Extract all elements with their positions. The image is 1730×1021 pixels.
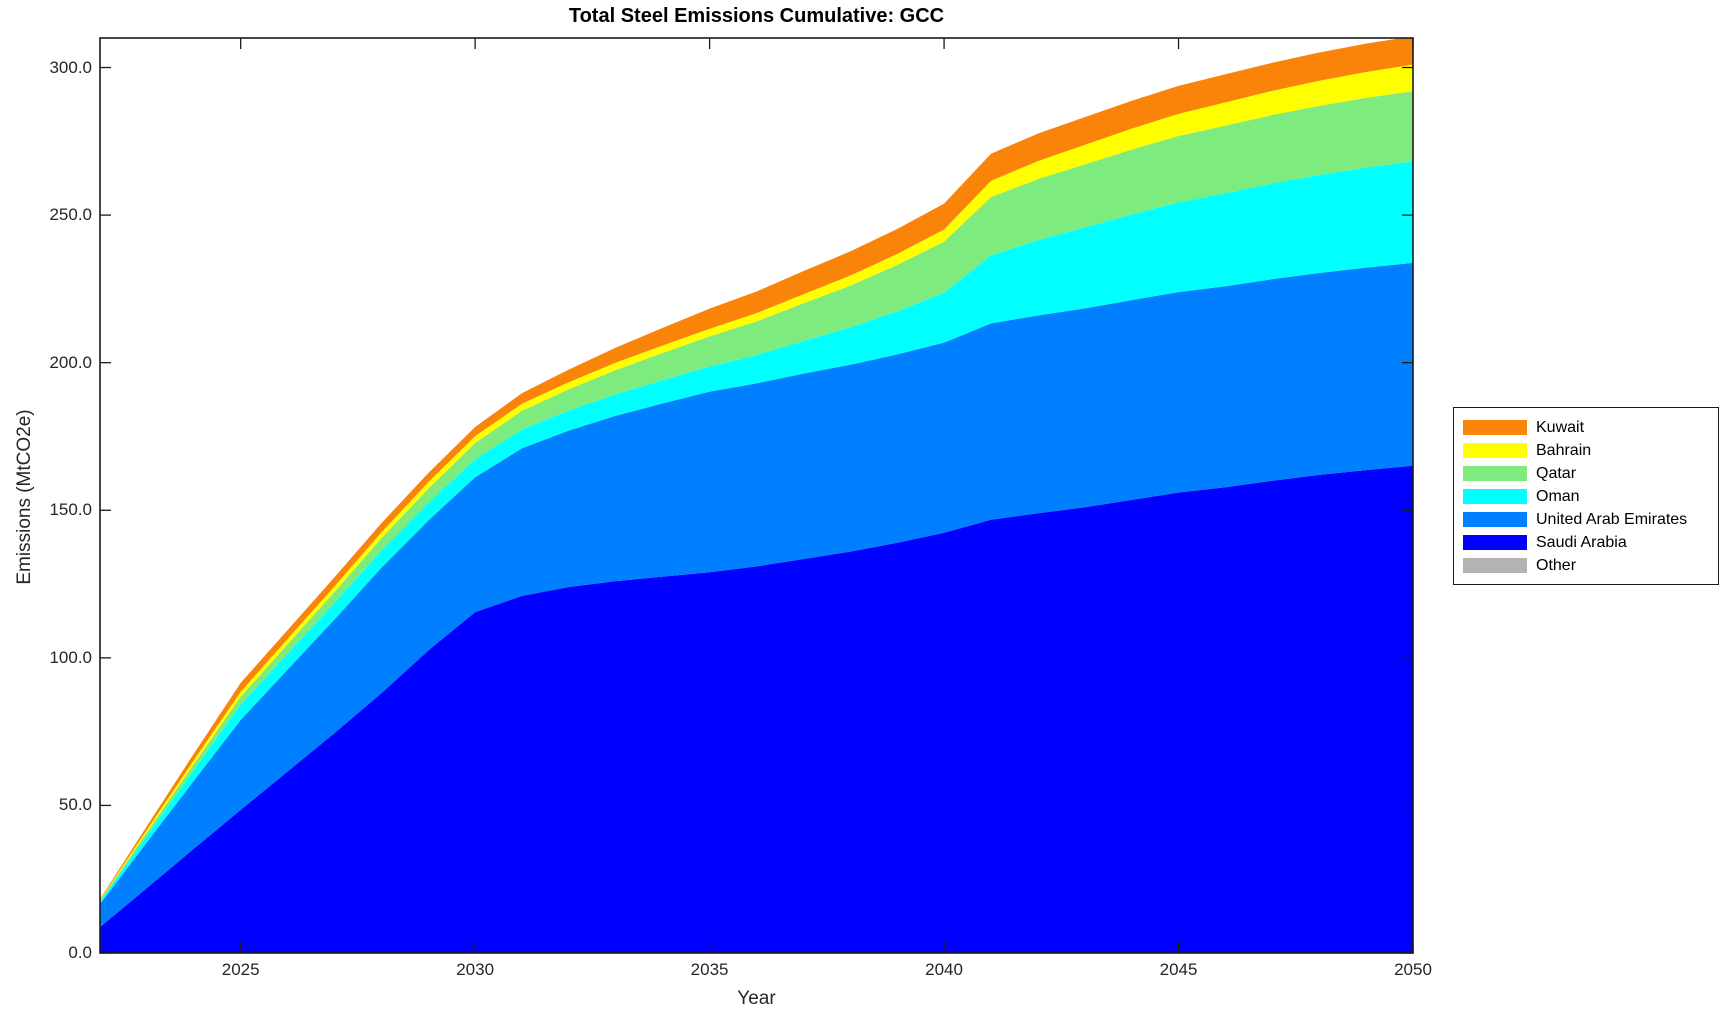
legend-label: United Arab Emirates bbox=[1536, 510, 1688, 528]
legend-label: Kuwait bbox=[1536, 418, 1585, 436]
legend-swatch bbox=[1463, 558, 1527, 573]
y-tick-label: 200.0 bbox=[49, 352, 92, 372]
legend: Kuwait Bahrain Qatar Oman United Arab Emirat… bbox=[1453, 407, 1719, 585]
legend-swatch bbox=[1463, 420, 1527, 435]
y-tick-label: 50.0 bbox=[58, 795, 92, 815]
legend-label: Oman bbox=[1536, 487, 1580, 505]
x-tick-label: 2035 bbox=[690, 960, 729, 979]
legend-swatch bbox=[1463, 512, 1527, 527]
area-series-saudi-arabia bbox=[100, 465, 1413, 953]
legend-swatch bbox=[1463, 535, 1527, 550]
legend-swatch bbox=[1463, 489, 1527, 504]
chart-title: Total Steel Emissions Cumulative: GCC bbox=[568, 5, 945, 27]
y-tick-label: 300.0 bbox=[49, 57, 92, 77]
x-tick-label: 2050 bbox=[1394, 960, 1432, 979]
legend-item-other: Other bbox=[1463, 554, 1709, 577]
legend-item-saudi-arabia: Saudi Arabia bbox=[1463, 531, 1709, 554]
legend-swatch bbox=[1463, 443, 1527, 458]
area-series-oman bbox=[100, 161, 1413, 904]
legend-swatch bbox=[1463, 466, 1527, 481]
x-axis-label: Year bbox=[737, 988, 776, 1009]
x-tick-label: 2025 bbox=[221, 960, 260, 979]
y-tick-label: 150.0 bbox=[49, 500, 92, 520]
legend-item-qatar: Qatar bbox=[1463, 462, 1709, 485]
legend-label: Saudi Arabia bbox=[1536, 533, 1627, 551]
y-tick-label: 100.0 bbox=[49, 647, 92, 667]
legend-item-oman: Oman bbox=[1463, 485, 1709, 508]
y-tick-label: 250.0 bbox=[49, 205, 92, 225]
legend-label: Other bbox=[1536, 556, 1577, 574]
plot-area-border bbox=[99, 37, 1414, 954]
x-tick-label: 2045 bbox=[1159, 960, 1198, 979]
legend-item-kuwait: Kuwait bbox=[1463, 416, 1709, 439]
legend-label: Qatar bbox=[1536, 464, 1577, 482]
legend-item-bahrain: Bahrain bbox=[1463, 439, 1709, 462]
tick-marks bbox=[100, 38, 1414, 954]
y-axis-label: Emissions (MtCO2e) bbox=[14, 409, 35, 585]
legend-label: Bahrain bbox=[1536, 441, 1592, 459]
y-tick-label: 0.0 bbox=[68, 943, 92, 962]
legend-item-united-arab-emirates: United Arab Emirates bbox=[1463, 508, 1709, 531]
x-tick-label: 2040 bbox=[925, 960, 963, 979]
area-series-united-arab-emirates bbox=[100, 262, 1413, 928]
area-series-qatar bbox=[100, 91, 1413, 902]
x-tick-label: 2030 bbox=[456, 960, 495, 979]
